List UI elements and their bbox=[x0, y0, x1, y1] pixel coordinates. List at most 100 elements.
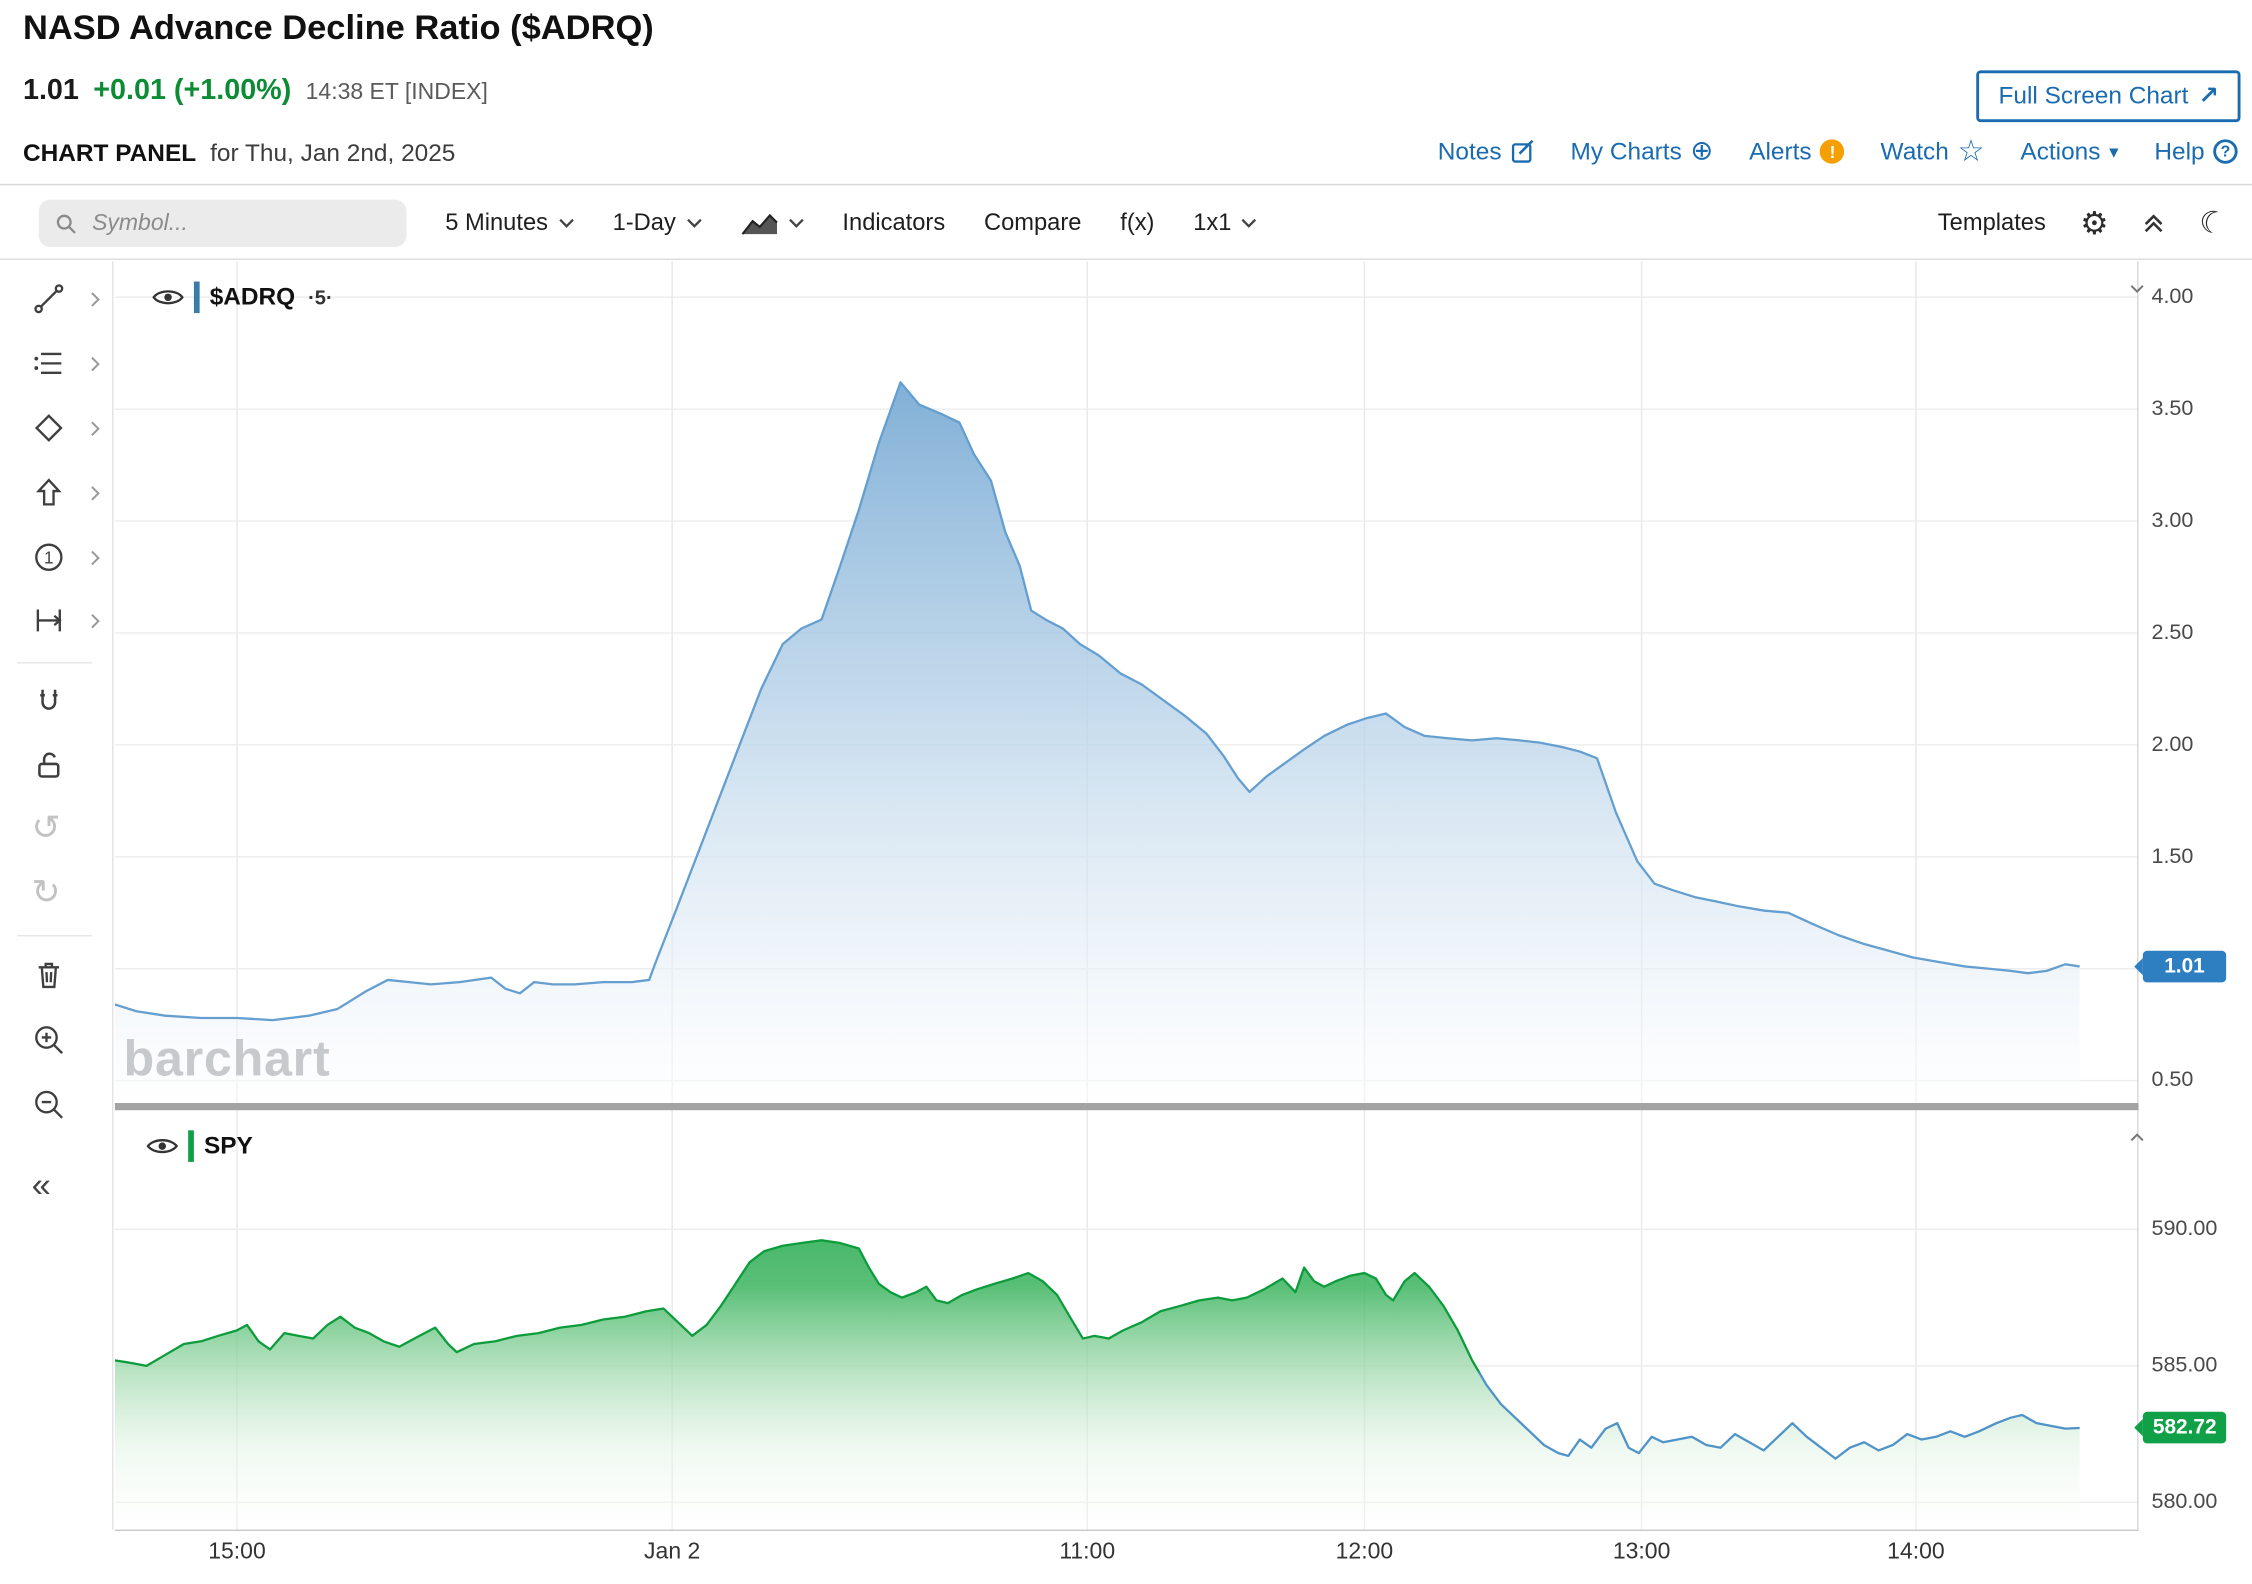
templates-label: Templates bbox=[1937, 209, 2046, 236]
compose-note-icon bbox=[1511, 139, 1533, 163]
period-label: 5 Minutes bbox=[445, 209, 548, 236]
x-axis-tick: 12:00 bbox=[1335, 1539, 1394, 1565]
compare-button[interactable]: Compare bbox=[984, 210, 1081, 237]
zoom-out-button[interactable] bbox=[32, 1079, 89, 1131]
y-axis-tick: 0.50 bbox=[2151, 1067, 2194, 1093]
eye-visibility-icon[interactable] bbox=[146, 1136, 179, 1156]
y-axis-tick: 1.50 bbox=[2151, 843, 2194, 869]
watch-link[interactable]: Watch ☆ bbox=[1881, 136, 1985, 166]
measure-tool[interactable] bbox=[32, 595, 100, 647]
actions-link[interactable]: Actions ▾ bbox=[2020, 137, 2118, 166]
layout-dropdown[interactable]: 1x1 bbox=[1193, 210, 1257, 237]
chevron-right-icon bbox=[90, 292, 100, 308]
help-icon: ? bbox=[2213, 139, 2238, 164]
chart-toolbar: 5 Minutes 1-Day Indicators Compare f(x) … bbox=[0, 188, 2252, 260]
sidebar-separator bbox=[17, 662, 92, 664]
chart-panel-caption: CHART PANEL for Thu, Jan 2nd, 2025 bbox=[23, 139, 455, 168]
collapse-left-icon: « bbox=[31, 1166, 51, 1205]
chevron-down-icon bbox=[686, 218, 702, 228]
adrq-series-name: $ADRQ bbox=[209, 282, 296, 311]
dark-mode-moon-icon[interactable]: ☾ bbox=[2195, 203, 2230, 243]
symbol-search-input[interactable] bbox=[89, 208, 390, 238]
quote-timestamp: 14:38 ET [INDEX] bbox=[305, 80, 488, 105]
chevron-right-icon bbox=[90, 356, 100, 372]
unlock-tool[interactable] bbox=[32, 740, 89, 792]
collapse-panel-icon[interactable] bbox=[2143, 213, 2165, 235]
adrq-series-interval: ·5· bbox=[308, 285, 333, 309]
help-label: Help bbox=[2154, 137, 2205, 165]
my-charts-link[interactable]: My Charts ⊕ bbox=[1571, 137, 1714, 166]
fibonacci-tool[interactable] bbox=[32, 338, 100, 390]
period-dropdown[interactable]: 5 Minutes bbox=[445, 210, 574, 237]
spy-last-price-badge: 582.72 bbox=[2134, 1412, 2227, 1444]
chevron-right-icon bbox=[90, 421, 100, 437]
alerts-label: Alerts bbox=[1749, 137, 1812, 165]
actions-label: Actions bbox=[2020, 137, 2101, 165]
eye-visibility-icon[interactable] bbox=[152, 287, 184, 307]
expand-arrow-icon: ↗ bbox=[2198, 81, 2219, 110]
price-chart[interactable] bbox=[114, 261, 2138, 1530]
y-axis-tick: 3.50 bbox=[2151, 396, 2194, 421]
search-icon bbox=[56, 213, 76, 234]
adrq-last-price-badge: 1.01 bbox=[2134, 950, 2227, 983]
chart-panel-date: for Thu, Jan 2nd, 2025 bbox=[210, 139, 456, 167]
chevron-right-icon bbox=[90, 613, 100, 629]
drawing-tools-sidebar: 1 ↺ ↻ « bbox=[0, 261, 114, 1530]
help-link[interactable]: Help ? bbox=[2154, 137, 2238, 166]
chart-panel-label: CHART PANEL bbox=[22, 139, 197, 167]
settings-gear-icon[interactable]: ⚙ bbox=[2080, 204, 2109, 241]
undo-button[interactable]: ↺ bbox=[32, 803, 89, 855]
full-screen-chart-button[interactable]: Full Screen Chart ↗ bbox=[1976, 70, 2241, 123]
y-axis-tick: 585.00 bbox=[2151, 1352, 2218, 1378]
header: NASD Advance Decline Ratio ($ADRQ) 1.01 … bbox=[0, 0, 2252, 186]
last-price: 1.01 bbox=[22, 74, 79, 107]
spy-series-name: SPY bbox=[203, 1131, 253, 1160]
star-icon: ☆ bbox=[1957, 135, 1985, 169]
layout-label: 1x1 bbox=[1193, 209, 1232, 236]
numbered-annotation-tool[interactable]: 1 bbox=[32, 531, 100, 583]
symbol-search[interactable] bbox=[38, 199, 407, 248]
templates-button[interactable]: Templates bbox=[1938, 210, 2046, 237]
chart-plot-area[interactable] bbox=[114, 261, 2139, 1532]
circle-plus-icon: ⊕ bbox=[1690, 136, 1714, 167]
indicators-button[interactable]: Indicators bbox=[842, 210, 945, 237]
y-axis-tick: 4.00 bbox=[2151, 284, 2194, 309]
notes-label: Notes bbox=[1437, 137, 1502, 165]
price-change: +0.01 (+1.00%) bbox=[93, 74, 292, 107]
chevron-down-icon: ▾ bbox=[2109, 140, 2119, 162]
alert-badge-icon: ! bbox=[1820, 139, 1845, 164]
trendline-tool[interactable] bbox=[32, 273, 100, 325]
y-axis-tick: 2.50 bbox=[2151, 620, 2194, 645]
zoom-in-button[interactable] bbox=[32, 1014, 89, 1066]
spy-series-color-bar bbox=[188, 1130, 194, 1162]
chevron-down-icon bbox=[788, 218, 804, 228]
range-dropdown[interactable]: 1-Day bbox=[613, 210, 702, 237]
barchart-watermark: barchart bbox=[123, 1031, 331, 1088]
delete-drawings-button[interactable] bbox=[32, 949, 89, 1001]
quote-row: 1.01 +0.01 (+1.00%) 14:38 ET [INDEX] bbox=[23, 75, 488, 108]
y-axis-tick: 2.00 bbox=[2151, 731, 2194, 757]
chevron-down-icon bbox=[558, 218, 574, 228]
shapes-tool[interactable] bbox=[32, 402, 100, 454]
toolbar-right-group: Templates ⚙ ☾ bbox=[1938, 204, 2230, 243]
y-axis-tick: 590.00 bbox=[2151, 1216, 2218, 1241]
alerts-link[interactable]: Alerts ! bbox=[1749, 137, 1845, 166]
area-chart-type-icon bbox=[741, 213, 778, 235]
collapse-sidebar-button[interactable]: « bbox=[32, 1160, 89, 1212]
redo-button[interactable]: ↻ bbox=[32, 867, 89, 919]
pane-resize-divider[interactable] bbox=[114, 1103, 2139, 1111]
watch-label: Watch bbox=[1880, 137, 1949, 165]
notes-link[interactable]: Notes bbox=[1438, 137, 1535, 166]
chevron-down-icon bbox=[1242, 218, 1257, 228]
expand-pane-chevron-icon[interactable] bbox=[2130, 1133, 2144, 1142]
redo-icon: ↻ bbox=[31, 873, 61, 912]
arrow-annotation-tool[interactable] bbox=[32, 467, 100, 519]
collapse-pane-chevron-icon[interactable] bbox=[2130, 284, 2144, 293]
y-axis-tick: 580.00 bbox=[2151, 1489, 2218, 1514]
full-screen-chart-label: Full Screen Chart bbox=[1998, 81, 2189, 110]
chart-type-dropdown[interactable] bbox=[740, 210, 804, 236]
magnet-tool[interactable] bbox=[32, 676, 89, 728]
functions-button[interactable]: f(x) bbox=[1120, 210, 1154, 237]
chevron-right-icon bbox=[90, 550, 100, 566]
